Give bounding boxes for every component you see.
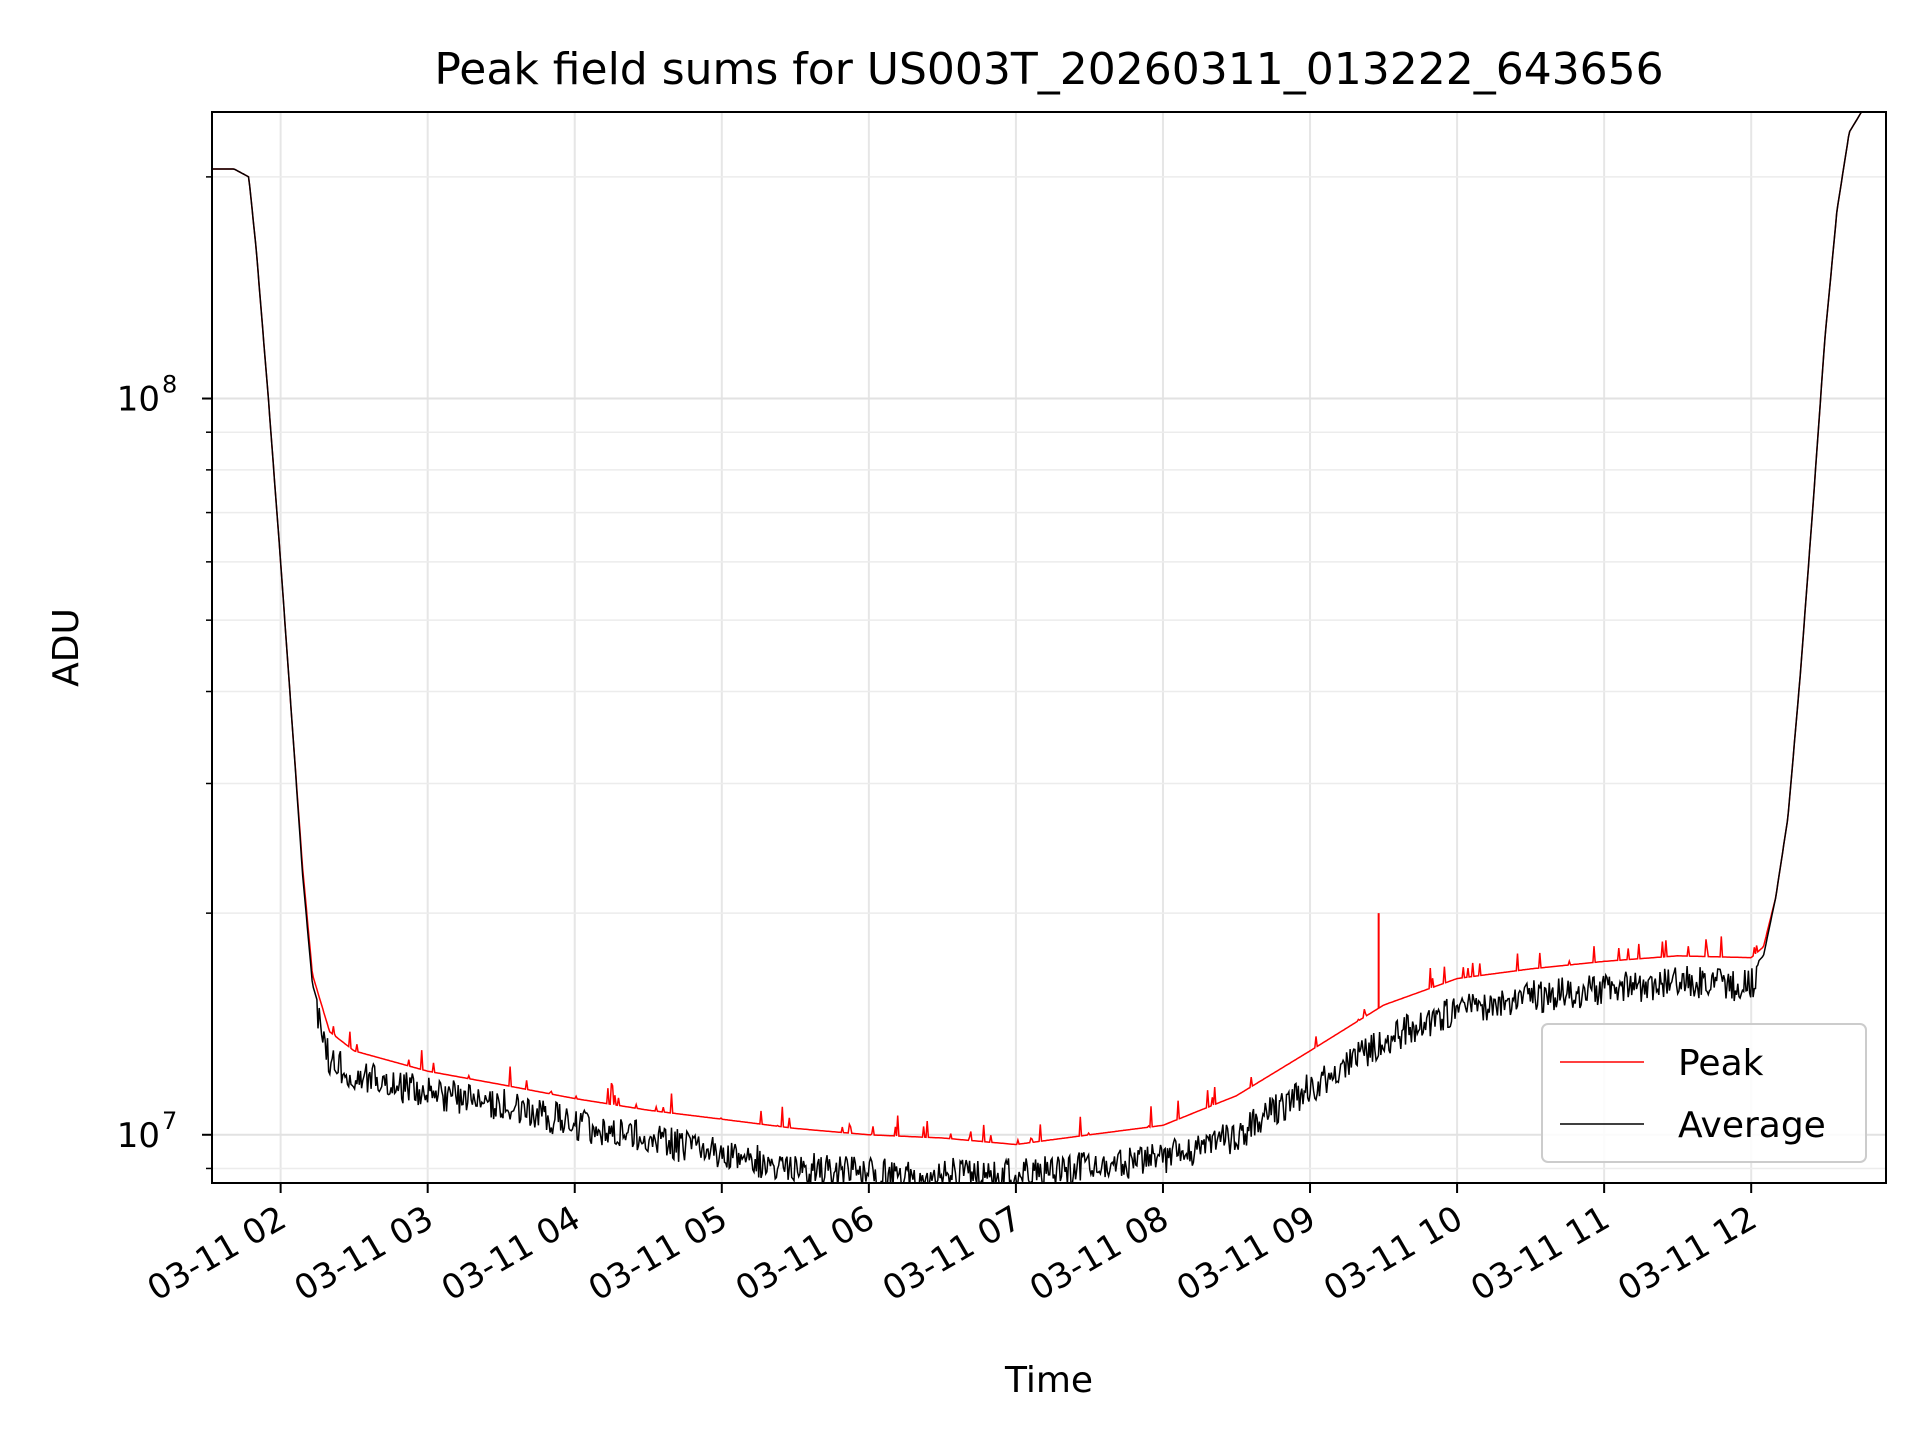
series-line-peak <box>212 112 1863 1146</box>
y-tick-label-exponent: 7 <box>162 1107 177 1135</box>
y-tick-label: 10 <box>117 380 160 420</box>
y-axis-label: ADU <box>46 608 87 687</box>
legend-average-label: Average <box>1678 1105 1826 1146</box>
x-axis-label: Time <box>1004 1360 1093 1401</box>
y-tick-label-exponent: 8 <box>162 371 177 399</box>
legend: Peak Average <box>1541 1023 1867 1163</box>
plot-frame <box>211 111 1887 1184</box>
legend-peak-label: Peak <box>1678 1043 1764 1084</box>
series-group <box>212 112 1863 1183</box>
legend-box <box>1541 1023 1867 1163</box>
chart-title: Peak field sums for US003T_20260311_0132… <box>434 44 1663 95</box>
grid <box>212 112 1886 1183</box>
y-tick-label: 10 <box>117 1116 160 1156</box>
series-line-average <box>212 112 1863 1183</box>
